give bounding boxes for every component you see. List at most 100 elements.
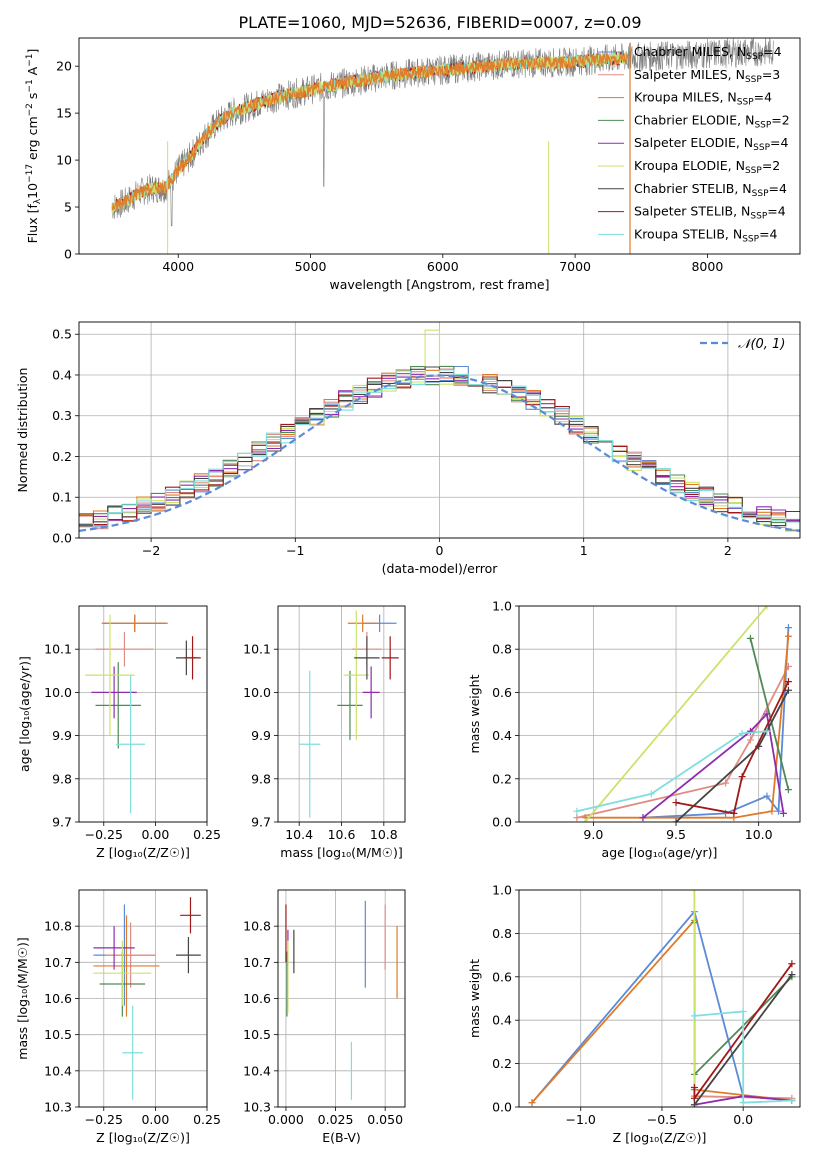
x-tick-label: 10.4	[285, 827, 313, 842]
y-tick-label: 9.9	[52, 728, 72, 743]
x-tick-label: 0.25	[193, 1112, 221, 1127]
y-tick-label: 1.0	[492, 883, 512, 898]
mass-weight-series	[576, 730, 767, 813]
y-tick-label: 0.2	[492, 771, 512, 786]
y-tick-label: 10.8	[243, 919, 271, 934]
plot-frame	[518, 889, 801, 1108]
mass-weight-lines	[573, 606, 792, 822]
mass-weight-marker	[739, 1008, 747, 1016]
y-tick-label: 0.0	[492, 1100, 512, 1115]
legend-model-name: Salpeter MILES, N	[634, 67, 745, 82]
mass-weight-marker	[788, 960, 796, 968]
mass-weight-lines	[528, 890, 796, 1107]
x-tick-label: 2	[724, 543, 732, 558]
axes-spectrum: 4000 5000 6000 7000 8000 0 5 10 15 20 wavelength […	[56, 59, 723, 292]
legend-sub: SSP	[754, 120, 771, 130]
x-tick-label: −2	[142, 543, 160, 558]
legend-label: Salpeter MILES, NSSP=3	[634, 67, 780, 85]
y-axis-label-part: −17	[25, 164, 35, 183]
x-tick-label: −0.25	[85, 1112, 123, 1127]
legend-nssp: =3	[762, 67, 780, 82]
y-axis-label: Flux [fλ10−17 erg cm−2 s−1 A−1]	[25, 49, 43, 244]
x-tick-label: −0.25	[85, 827, 123, 842]
y-axis-label-part: −1	[25, 79, 35, 92]
mass-weight-marker	[763, 727, 771, 735]
y-tick-label: 0.0	[492, 815, 512, 830]
mass-weight-marker	[784, 624, 792, 632]
mass-weight-marker	[768, 807, 776, 815]
x-axis-label: wavelength [Angstrom, rest frame]	[329, 277, 549, 292]
mass-weight-series	[675, 681, 790, 815]
x-tick-label: 5000	[295, 259, 327, 274]
plot-frame	[78, 37, 801, 255]
mass-weight-marker	[639, 814, 647, 822]
legend-model-name: Chabrier ELODIE, N	[634, 112, 754, 127]
y-tick-label: 0.3	[52, 408, 72, 423]
y-tick-label: 9.8	[251, 771, 271, 786]
y-tick-label: 0.0	[52, 531, 72, 546]
mass-weight-series	[576, 666, 790, 819]
mass-weight-series	[584, 606, 768, 822]
mass-weight-marker	[672, 818, 680, 822]
plot-frame	[277, 889, 406, 1108]
legend-model-name: Chabrier STELIB, N	[634, 181, 752, 196]
x-tick-label: 9.5	[666, 827, 686, 842]
axes-age-vs-mass: 10.4 10.6 10.8 9.7 9.8 9.9 10.0 10.1 mass [log₁₀…	[243, 606, 405, 860]
errorbars	[285, 900, 398, 1100]
x-tick-label: 4000	[162, 259, 194, 274]
legend-label: Salpeter ELODIE, NSSP=4	[634, 135, 789, 153]
y-tick-label: 0.5	[52, 327, 72, 342]
x-axis-label: Z [log₁₀(Z/Z☉)]	[96, 1130, 190, 1145]
y-tick-label: 0.6	[492, 969, 512, 984]
mass-weight-series	[585, 636, 790, 819]
y-tick-label: 9.7	[52, 815, 72, 830]
mass-weight-marker	[690, 1101, 698, 1107]
mass-weight-marker	[746, 634, 754, 642]
legend-nssp: =4	[769, 181, 787, 196]
x-tick-label: 0.00	[141, 827, 169, 842]
legend-nssp: =4	[759, 226, 777, 241]
y-tick-label: 10.6	[44, 991, 72, 1006]
y-axis-label-part: −1	[25, 54, 35, 67]
errorbars	[93, 897, 201, 1100]
legend-nssp: =4	[754, 90, 772, 105]
mass-weight-marker	[738, 773, 746, 781]
legend-model-name: Chabrier MILES, N	[634, 44, 746, 59]
mass-weight-series	[642, 712, 785, 819]
mass-weight-marker	[573, 814, 581, 822]
legend-label: 𝒩(0, 1)	[738, 337, 785, 352]
x-tick-label: 0.025	[318, 1112, 354, 1127]
x-tick-label: 0.050	[367, 1112, 403, 1127]
x-tick-label: 9.0	[583, 827, 603, 842]
y-tick-label: 10.1	[243, 642, 271, 657]
legend-sub: SSP	[737, 98, 754, 108]
y-axis-label: age [log₁₀(age/yr)]	[17, 656, 32, 772]
y-tick-label: 0.1	[52, 490, 72, 505]
x-tick-label: 6000	[427, 259, 459, 274]
y-axis-label: mass [log₁₀(M/M☉)]	[15, 937, 30, 1059]
mass-weight-marker	[746, 736, 754, 744]
legend-nssp: =2	[762, 158, 780, 173]
y-tick-label: 10.3	[44, 1100, 72, 1115]
x-axis-label: (data-model)/error	[382, 561, 499, 576]
y-tick-label: 10.3	[243, 1100, 271, 1115]
y-tick-label: 10.5	[44, 1027, 72, 1042]
mass-weight-marker	[690, 1083, 698, 1091]
y-axis-label-part: s	[25, 93, 40, 104]
histogram-lines	[79, 329, 800, 532]
legend-label: Chabrier STELIB, NSSP=4	[634, 181, 787, 199]
legend-label: Kroupa STELIB, NSSP=4	[634, 226, 778, 244]
legend-nssp: =4	[763, 44, 781, 59]
y-axis-label: mass weight	[467, 674, 482, 753]
y-tick-label: 20	[56, 59, 72, 74]
mass-weight-marker	[690, 890, 698, 894]
legend-sub: SSP	[753, 143, 770, 153]
plot-frame	[277, 605, 406, 823]
mass-weight-marker	[763, 792, 771, 800]
y-tick-label: 0.4	[492, 728, 512, 743]
y-tick-label: 9.8	[52, 771, 72, 786]
legend-label: Kroupa MILES, NSSP=4	[634, 90, 772, 108]
y-tick-label: 10.5	[243, 1027, 271, 1042]
y-tick-label: 10.1	[44, 642, 72, 657]
